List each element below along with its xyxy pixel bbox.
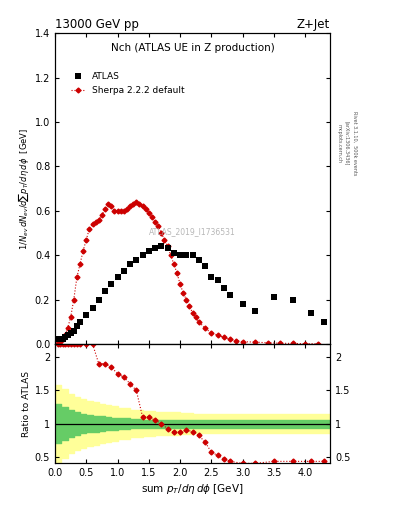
Sherpa 2.2.2 default (315, 340, 320, 347)
Text: Z+Jet: Z+Jet (297, 18, 330, 31)
ATLAS (121, 268, 126, 274)
Text: ATLAS_2019_I1736531: ATLAS_2019_I1736531 (149, 227, 236, 237)
ATLAS (309, 310, 314, 316)
ATLAS (72, 328, 76, 334)
ATLAS (178, 252, 182, 258)
Text: [arXiv:1306.3436]: [arXiv:1306.3436] (344, 121, 349, 165)
ATLAS (68, 330, 73, 336)
ATLAS (171, 250, 176, 256)
Sherpa 2.2.2 default (303, 340, 307, 347)
Sherpa 2.2.2 default (134, 199, 139, 205)
Line: ATLAS: ATLAS (54, 243, 327, 343)
ATLAS (228, 292, 232, 298)
ATLAS (140, 252, 145, 258)
Text: mcplots.cern.ch: mcplots.cern.ch (336, 124, 341, 163)
ATLAS (115, 274, 120, 281)
ATLAS (60, 336, 65, 343)
Y-axis label: $1/N_{ev}\,dN_{ev}/d\!\sum p_T/d\eta\,d\phi$  [GeV]: $1/N_{ev}\,dN_{ev}/d\!\sum p_T/d\eta\,d\… (17, 127, 31, 250)
ATLAS (147, 248, 151, 254)
Sherpa 2.2.2 default (84, 237, 89, 243)
ATLAS (321, 318, 326, 325)
ATLAS (65, 332, 70, 338)
ATLAS (290, 296, 295, 303)
ATLAS (128, 261, 132, 267)
ATLAS (159, 243, 163, 249)
ATLAS (153, 245, 158, 251)
Text: 13000 GeV pp: 13000 GeV pp (55, 18, 139, 31)
ATLAS (78, 318, 83, 325)
ATLAS (253, 308, 257, 314)
Legend: ATLAS, Sherpa 2.2.2 default: ATLAS, Sherpa 2.2.2 default (68, 69, 188, 99)
ATLAS (165, 245, 170, 251)
ATLAS (55, 336, 60, 343)
ATLAS (84, 312, 89, 318)
ATLAS (196, 257, 201, 263)
ATLAS (190, 252, 195, 258)
ATLAS (109, 281, 114, 287)
ATLAS (134, 257, 139, 263)
X-axis label: sum $p_T/d\eta\,d\phi$ [GeV]: sum $p_T/d\eta\,d\phi$ [GeV] (141, 482, 244, 497)
ATLAS (75, 323, 79, 329)
ATLAS (62, 334, 67, 340)
ATLAS (240, 301, 245, 307)
ATLAS (90, 305, 95, 311)
ATLAS (96, 296, 101, 303)
ATLAS (203, 263, 208, 269)
ATLAS (222, 285, 226, 291)
Text: Rivet 3.1.10,  500k events: Rivet 3.1.10, 500k events (352, 111, 357, 176)
Sherpa 2.2.2 default (106, 201, 110, 207)
ATLAS (184, 252, 189, 258)
ATLAS (58, 336, 62, 343)
Line: Sherpa 2.2.2 default: Sherpa 2.2.2 default (56, 200, 320, 346)
ATLAS (272, 294, 276, 301)
Sherpa 2.2.2 default (99, 212, 104, 218)
ATLAS (103, 288, 107, 294)
Text: Nch (ATLAS UE in Z production): Nch (ATLAS UE in Z production) (111, 42, 274, 53)
Sherpa 2.2.2 default (115, 208, 120, 214)
Y-axis label: Ratio to ATLAS: Ratio to ATLAS (22, 371, 31, 437)
ATLAS (215, 276, 220, 283)
Sherpa 2.2.2 default (171, 261, 176, 267)
ATLAS (209, 274, 214, 281)
Sherpa 2.2.2 default (112, 208, 117, 214)
Sherpa 2.2.2 default (55, 340, 60, 346)
